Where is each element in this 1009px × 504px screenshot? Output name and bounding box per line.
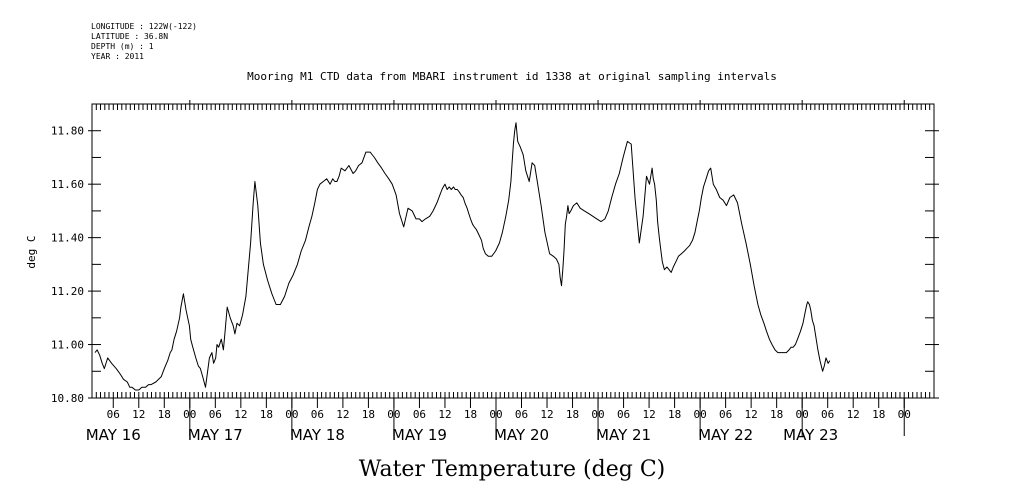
meta-longitude: LONGITUDE : 122W(-122) bbox=[91, 22, 197, 31]
x-tick-label: 18 bbox=[566, 408, 579, 421]
x-day-label: MAY 17 bbox=[188, 426, 243, 444]
meta-latitude: LATITUDE : 36.8N bbox=[91, 32, 169, 41]
x-tick-label: 06 bbox=[311, 408, 324, 421]
x-tick-label: 18 bbox=[872, 408, 885, 421]
y-axis-label: deg C bbox=[25, 235, 38, 268]
x-tick-label: 06 bbox=[515, 408, 528, 421]
x-tick-label: 18 bbox=[770, 408, 783, 421]
x-day-label: MAY 20 bbox=[494, 426, 549, 444]
x-tick-label: 06 bbox=[719, 408, 732, 421]
x-tick-label: 18 bbox=[464, 408, 477, 421]
x-tick-label: 18 bbox=[362, 408, 375, 421]
x-day-label: MAY 23 bbox=[783, 426, 838, 444]
x-axis-label: Water Temperature (deg C) bbox=[359, 457, 666, 482]
x-minor-ticks bbox=[91, 104, 935, 398]
x-tick-label: 06 bbox=[821, 408, 834, 421]
x-tick-label: 06 bbox=[413, 408, 426, 421]
y-tick-label: 10.80 bbox=[51, 392, 84, 405]
x-tick-label: 18 bbox=[260, 408, 273, 421]
x-tick-label: 12 bbox=[438, 408, 451, 421]
y-tick-label: 11.20 bbox=[51, 285, 84, 298]
x-tick-label: 12 bbox=[336, 408, 349, 421]
axes-group: 06 12 18 00 06 12 18 00 06 12 18 00 06 12 18 00 06 12 18 00… bbox=[51, 100, 939, 444]
x-tick-label: 06 bbox=[617, 408, 630, 421]
chart-title: Mooring M1 CTD data from MBARI instrumen… bbox=[247, 70, 777, 83]
x-tick-label: 12 bbox=[642, 408, 655, 421]
y-tick-label: 11.60 bbox=[51, 178, 84, 191]
x-tick-label: 06 bbox=[107, 408, 120, 421]
x-tick-label: 12 bbox=[847, 408, 860, 421]
x-tick-label: 06 bbox=[209, 408, 222, 421]
x-day-label: MAY 21 bbox=[596, 426, 651, 444]
x-tick-label: 12 bbox=[745, 408, 758, 421]
y-tick-label: 11.40 bbox=[51, 232, 84, 245]
series-line bbox=[94, 122, 831, 391]
x-tick-label: 18 bbox=[668, 408, 681, 421]
x-day-label: MAY 16 bbox=[86, 426, 141, 444]
x-tick-label: 18 bbox=[158, 408, 171, 421]
metadata-block: LONGITUDE : 122W(-122) LATITUDE : 36.8N … bbox=[91, 22, 197, 62]
x-tick-label: 12 bbox=[132, 408, 145, 421]
x-day-label: MAY 22 bbox=[698, 426, 753, 444]
y-tick-label: 11.00 bbox=[51, 339, 84, 352]
x-day-label: MAY 19 bbox=[392, 426, 447, 444]
meta-year: YEAR : 2011 bbox=[91, 52, 144, 61]
meta-depth: DEPTH (m) : 1 bbox=[91, 42, 154, 51]
x-tick-label: 12 bbox=[234, 408, 247, 421]
series-group bbox=[94, 122, 831, 391]
x-day-label: MAY 18 bbox=[290, 426, 345, 444]
x-tick-label: 12 bbox=[540, 408, 553, 421]
y-tick-label: 11.80 bbox=[51, 125, 84, 138]
